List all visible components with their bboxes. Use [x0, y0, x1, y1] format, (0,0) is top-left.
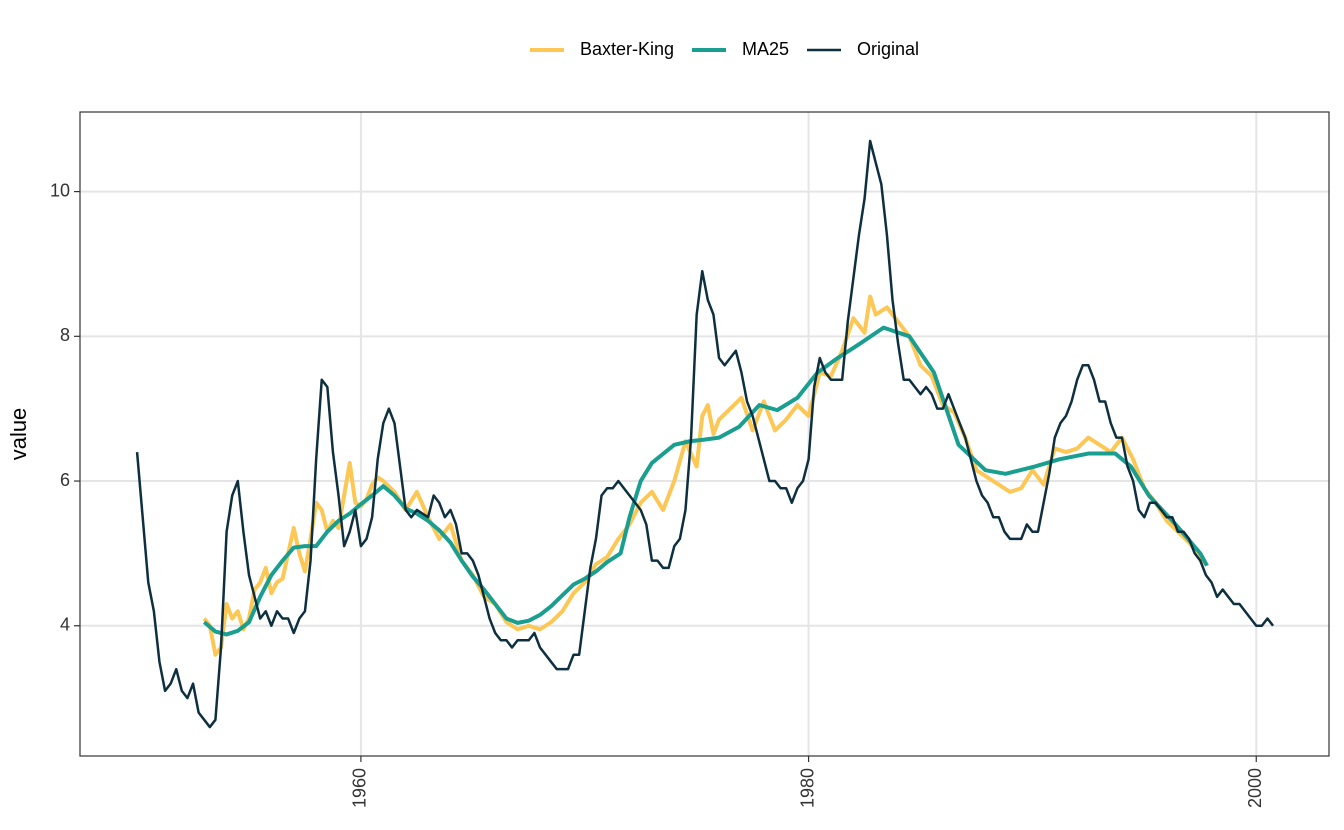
legend-label: Baxter-King: [580, 39, 674, 59]
y-tick-label: 8: [60, 325, 70, 345]
legend-label: MA25: [742, 39, 789, 59]
y-tick-label: 4: [60, 615, 70, 635]
y-tick-label: 10: [50, 180, 70, 200]
plot-border: [79, 111, 1330, 757]
x-tick-label: 1980: [797, 768, 817, 808]
series-line: [202, 294, 1208, 657]
series-line: [135, 139, 1275, 729]
y-axis-title: value: [6, 408, 31, 461]
series-line: [202, 325, 1209, 637]
y-tick-label: 6: [60, 470, 70, 490]
x-tick-label: 1960: [350, 768, 370, 808]
x-tick-label: 2000: [1245, 768, 1265, 808]
legend-label: Original: [857, 39, 919, 59]
